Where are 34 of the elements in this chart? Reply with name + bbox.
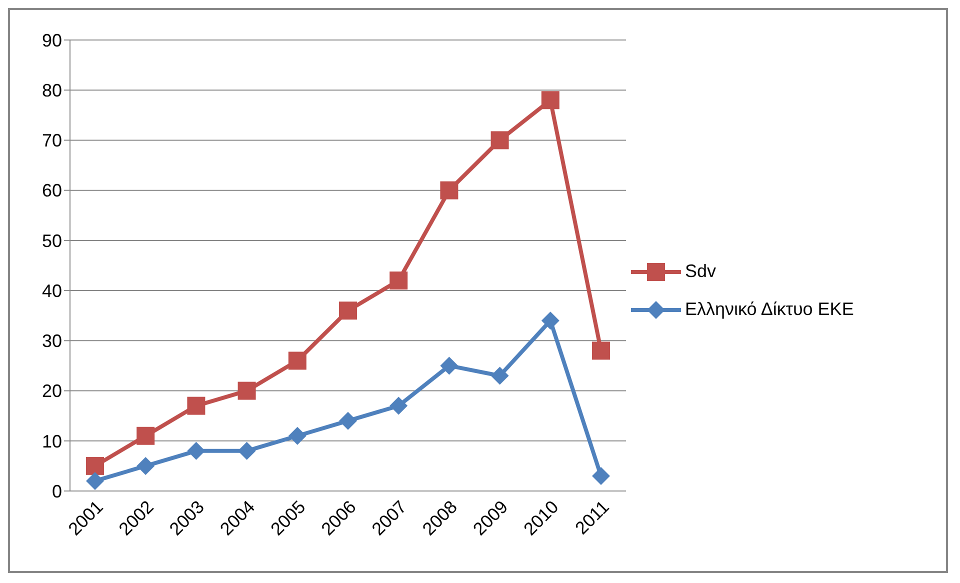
point xyxy=(440,356,458,375)
point xyxy=(288,426,306,445)
point xyxy=(339,412,357,430)
legend-label: Ελληνικό Δίκτυο ΕΚΕ xyxy=(685,299,854,320)
point xyxy=(86,456,104,475)
point xyxy=(339,302,357,320)
y-tick-label: 80 xyxy=(42,80,62,100)
y-tick-label: 20 xyxy=(42,381,62,402)
point xyxy=(592,342,610,360)
point xyxy=(136,426,155,445)
y-tick-label: 10 xyxy=(42,431,62,452)
point xyxy=(541,91,560,110)
y-tick-label: 90 xyxy=(42,30,62,50)
point xyxy=(238,442,256,460)
point xyxy=(440,181,458,200)
point xyxy=(136,456,155,475)
point xyxy=(238,382,256,400)
y-tick-label: 40 xyxy=(42,280,62,301)
y-tick-label: 70 xyxy=(42,130,62,151)
point xyxy=(541,312,560,330)
y-tick-label: 30 xyxy=(42,331,62,352)
y-tick-label: 0 xyxy=(52,481,62,502)
point xyxy=(390,396,408,415)
point xyxy=(187,396,206,415)
y-tick-label: 50 xyxy=(42,230,62,251)
point xyxy=(187,442,206,460)
point xyxy=(390,272,408,290)
point xyxy=(592,466,610,485)
point xyxy=(288,352,306,370)
y-tick-label: 60 xyxy=(42,180,62,201)
legend-label: Sdv xyxy=(685,261,716,282)
point xyxy=(86,472,104,490)
point xyxy=(490,131,509,150)
point xyxy=(490,366,509,385)
